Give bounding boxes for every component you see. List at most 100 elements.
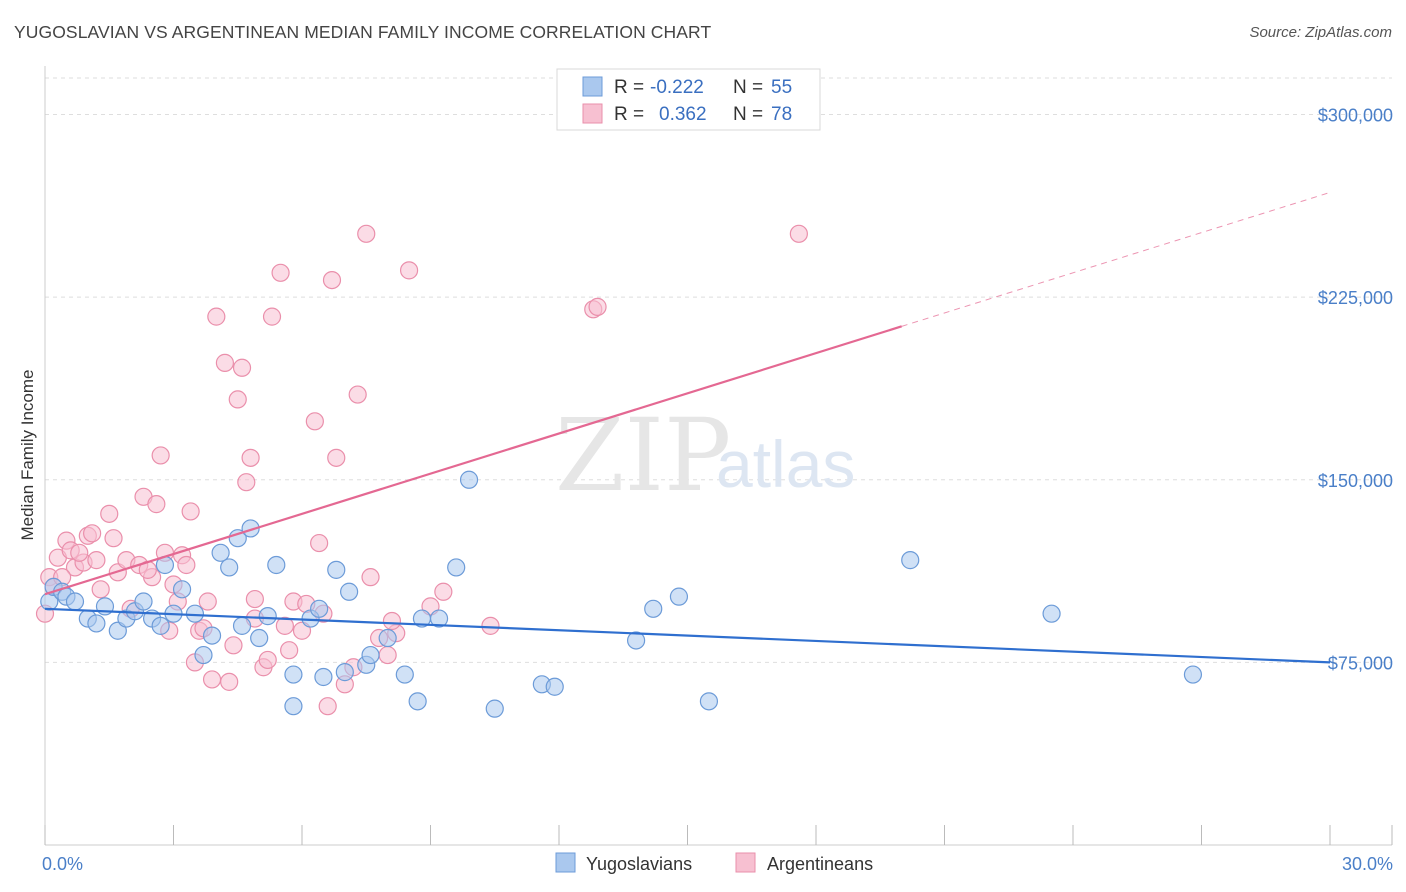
- yugoslavian-point-52: [901, 551, 920, 570]
- y-tick-label-1: $150,000: [1318, 471, 1393, 491]
- yugoslavian-point-18: [194, 645, 213, 665]
- argentinean-point-76: [434, 582, 453, 601]
- yugoslavian-point-33: [327, 560, 346, 579]
- yugoslavian-point-45: [485, 699, 504, 718]
- yugoslavian-point-26: [258, 607, 277, 626]
- yugoslavian-point-22: [228, 529, 247, 548]
- argentinean-point-11: [100, 504, 119, 523]
- argentinean-point-28: [198, 592, 217, 611]
- yugoslavian-point-35: [335, 663, 354, 682]
- yugoslavian-point-13: [151, 616, 170, 635]
- series-yugoslavians-points: [40, 470, 1203, 718]
- argentinean-point-51: [357, 224, 376, 243]
- argentinean-point-31: [215, 353, 234, 372]
- legend-swatch-yugoslavians: [582, 76, 603, 97]
- series-argentineans-points: [35, 224, 808, 716]
- chart-title: YUGOSLAVIAN VS ARGENTINEAN MEDIAN FAMILY…: [14, 22, 712, 42]
- argentinean-point-48: [327, 448, 346, 467]
- trendline-argentineans: [44, 325, 902, 596]
- y-tick-labels: $75,000 $150,000 $225,000 $300,000: [1318, 106, 1393, 674]
- argentinean-point-37: [245, 589, 264, 609]
- argentinean-point-39: [262, 307, 282, 326]
- argentinean-point-71: [280, 641, 299, 660]
- argentinean-point-32: [220, 672, 239, 691]
- argentinean-point-35: [237, 473, 256, 492]
- yugoslavian-point-34: [340, 582, 359, 601]
- legend-r-value-2: 0.362: [659, 104, 707, 125]
- argentinean-point-75: [382, 611, 402, 631]
- yugoslavian-point-19: [202, 626, 222, 645]
- argentinean-point-45: [310, 533, 329, 553]
- argentinean-point-34: [232, 358, 252, 377]
- argentinean-point-40: [271, 263, 290, 282]
- argentinean-point-33: [228, 390, 247, 409]
- yugoslavian-point-6: [87, 614, 106, 633]
- bottom-legend-swatch-yugoslavians: [555, 852, 576, 873]
- argentinean-point-52: [361, 568, 380, 587]
- y-tick-label-2: $225,000: [1318, 288, 1393, 308]
- trendlines: [44, 191, 1331, 664]
- argentinean-point-64: [83, 524, 102, 543]
- x-tick-labels: 0.0% 30.0%: [42, 854, 1393, 874]
- yugoslavian-point-40: [408, 692, 427, 711]
- watermark-atlas: atlas: [716, 427, 855, 501]
- legend-box: R = -0.222 N = 55 R = 0.362 N = 78: [556, 68, 821, 131]
- legend-n-label-1: N =: [733, 77, 763, 98]
- yugoslavian-point-29: [284, 697, 303, 716]
- argentinean-point-47: [322, 270, 342, 290]
- legend-n-value-2: 78: [771, 104, 792, 125]
- argentinean-point-9: [87, 551, 106, 570]
- x-tick-label-max: 30.0%: [1342, 854, 1393, 874]
- legend-swatch-argentineans: [582, 103, 603, 124]
- argentinean-point-70: [258, 650, 277, 670]
- argentinean-point-19: [147, 495, 166, 514]
- bottom-legend-swatch-argentineans: [735, 852, 756, 873]
- yugoslavian-point-17: [185, 604, 205, 623]
- trendline-yugoslavians: [44, 607, 1331, 664]
- argentinean-point-60: [588, 297, 607, 316]
- argentinean-point-41: [275, 616, 294, 635]
- bottom-legend-yugoslavians: Yugoslavians: [586, 854, 692, 874]
- watermark-zip: ZIP: [555, 397, 731, 514]
- yugoslavian-point-53: [1042, 604, 1061, 623]
- legend-n-label-2: N =: [733, 104, 763, 125]
- y-tick-label-0: $75,000: [1328, 653, 1393, 673]
- legend-r-value-1: -0.222: [650, 77, 704, 98]
- bottom-legend: Yugoslavians Argentineans: [555, 852, 873, 874]
- argentinean-point-50: [348, 385, 367, 404]
- argentinean-point-63: [70, 543, 89, 562]
- axes: [44, 66, 1393, 846]
- legend-n-value-1: 55: [771, 77, 792, 98]
- yugoslavian-point-28: [284, 665, 303, 684]
- chart-source: Source: ZipAtlas.com: [1249, 24, 1392, 41]
- yugoslavian-point-32: [314, 667, 333, 687]
- argentinean-point-36: [241, 448, 260, 467]
- argentinean-point-25: [181, 502, 200, 521]
- argentinean-point-58: [481, 616, 500, 635]
- legend-r-label-1: R =: [614, 77, 644, 98]
- argentinean-point-29: [202, 670, 222, 689]
- yugoslavian-point-39: [395, 665, 414, 684]
- yugoslavian-point-16: [172, 580, 192, 599]
- yugoslavian-point-44: [459, 470, 479, 489]
- argentinean-point-10: [91, 580, 110, 599]
- argentinean-point-30: [207, 307, 226, 326]
- yugoslavian-point-42: [429, 609, 449, 628]
- yugoslavian-point-21: [220, 558, 239, 577]
- bottom-legend-argentineans: Argentineans: [767, 854, 873, 874]
- yugoslavian-point-24: [241, 519, 260, 538]
- argentinean-point-12: [104, 529, 123, 548]
- yugoslavian-point-11: [134, 592, 153, 611]
- yugoslavian-point-31: [310, 599, 329, 618]
- yugoslavian-point-43: [447, 558, 466, 577]
- legend-r-label-2: R =: [614, 104, 644, 125]
- argentinean-point-54: [378, 645, 397, 665]
- yugoslavian-point-25: [250, 628, 269, 648]
- argentinean-point-67: [177, 555, 196, 575]
- yugoslavian-point-54: [1183, 665, 1203, 684]
- yugoslavian-point-50: [669, 587, 689, 606]
- yugoslavian-point-47: [545, 677, 564, 696]
- argentinean-point-61: [789, 224, 808, 243]
- argentinean-point-56: [399, 261, 419, 280]
